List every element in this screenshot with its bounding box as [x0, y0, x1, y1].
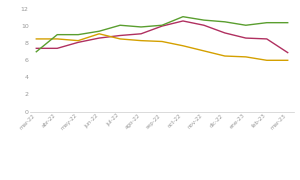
- Reino Unido: [223, 21, 227, 23]
- Reino Unido: [202, 19, 206, 21]
- Reino Unido: [286, 22, 290, 24]
- EEUU: [265, 59, 268, 61]
- EEUU: [286, 59, 290, 61]
- Line: Reino Unido: Reino Unido: [36, 17, 288, 52]
- Zona euro: [76, 41, 80, 43]
- EEUU: [118, 38, 122, 40]
- Zona euro: [223, 32, 227, 34]
- Zona euro: [56, 47, 59, 49]
- Zona euro: [181, 20, 185, 22]
- Line: Zona euro: Zona euro: [36, 21, 288, 53]
- Zona euro: [118, 34, 122, 37]
- Reino Unido: [181, 16, 185, 18]
- Reino Unido: [76, 33, 80, 36]
- Legend: Zona euro, EEUU, Reino Unido: Zona euro, EEUU, Reino Unido: [89, 178, 235, 180]
- Reino Unido: [244, 24, 247, 26]
- Reino Unido: [34, 51, 38, 53]
- Reino Unido: [56, 33, 59, 36]
- EEUU: [223, 55, 227, 57]
- Reino Unido: [265, 22, 268, 24]
- Reino Unido: [118, 24, 122, 26]
- Zona euro: [160, 25, 164, 27]
- Zona euro: [139, 33, 143, 35]
- Reino Unido: [97, 30, 101, 32]
- EEUU: [56, 38, 59, 40]
- Zona euro: [34, 47, 38, 49]
- Line: EEUU: EEUU: [36, 34, 288, 60]
- Zona euro: [244, 37, 247, 39]
- EEUU: [139, 40, 143, 42]
- Zona euro: [97, 37, 101, 39]
- EEUU: [97, 33, 101, 35]
- EEUU: [34, 38, 38, 40]
- EEUU: [160, 40, 164, 43]
- Reino Unido: [139, 26, 143, 28]
- EEUU: [244, 56, 247, 58]
- Reino Unido: [160, 24, 164, 26]
- EEUU: [202, 50, 206, 52]
- EEUU: [181, 45, 185, 47]
- EEUU: [76, 40, 80, 42]
- Zona euro: [265, 38, 268, 40]
- Zona euro: [286, 51, 290, 54]
- Zona euro: [202, 24, 206, 26]
